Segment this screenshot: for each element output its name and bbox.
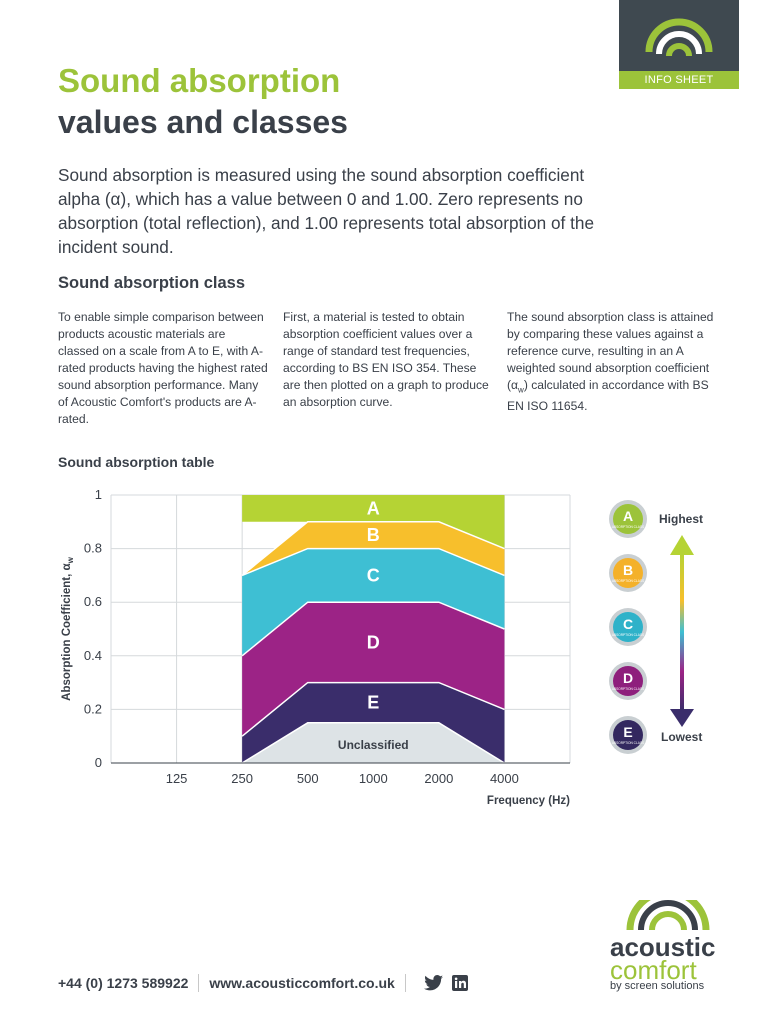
twitter-icon[interactable] — [423, 975, 444, 991]
band-label-d: D — [367, 632, 380, 652]
y-tick-label: 0.8 — [84, 541, 102, 556]
band-boundary — [241, 681, 505, 737]
footer-divider — [404, 974, 406, 992]
class-badge-c — [613, 612, 643, 642]
logo-wordmark-acoustic: acoustic — [610, 932, 716, 962]
footer: +44 (0) 1273 589922 www.acousticcomfort.… — [58, 974, 468, 992]
website-link[interactable]: www.acousticcomfort.co.uk — [209, 975, 395, 991]
band-label-b: B — [367, 525, 380, 545]
band-b — [242, 521, 505, 576]
x-tick-label: 4000 — [490, 771, 519, 786]
page-title: Sound absorption — [58, 62, 341, 99]
y-tick-label: 0.2 — [84, 701, 102, 716]
section-heading: Sound absorption class — [58, 274, 246, 292]
col3-text-a: The sound absorption class is attained b… — [507, 310, 714, 392]
band-d — [242, 602, 505, 737]
legend-highest-label: Highest — [659, 512, 703, 526]
band-label-a: A — [367, 498, 380, 518]
band-label-c: C — [367, 565, 380, 585]
class-badge-d — [613, 666, 643, 696]
linkedin-icon[interactable] — [451, 975, 468, 991]
band-boundary — [241, 547, 505, 577]
arrow-up-icon — [670, 535, 694, 555]
class-badge-b — [613, 558, 643, 588]
x-tick-label: 125 — [166, 771, 188, 786]
y-tick-label: 0 — [95, 755, 102, 770]
acoustic-logo-icon — [645, 18, 713, 57]
info-sheet-badge: INFO SHEET — [619, 0, 739, 89]
y-tick-label: 0.6 — [84, 594, 102, 609]
x-tick-label: 2000 — [424, 771, 453, 786]
x-axis-title: Frequency (Hz) — [487, 795, 570, 807]
page-subtitle: values and classes — [58, 104, 348, 140]
band-boundary — [241, 722, 505, 764]
band-label-e: E — [367, 693, 379, 713]
col3-text-b: ) calculated in accordance with BS EN IS… — [507, 378, 709, 414]
phone-number[interactable]: +44 (0) 1273 589922 — [58, 975, 189, 991]
logo-tagline: by screen solutions — [610, 980, 705, 992]
class-badge-caption: ABSORPTION CLASS — [612, 579, 644, 583]
class-badge-letter: D — [623, 670, 633, 686]
gradient-arrow-shaft — [680, 553, 684, 711]
band-unclassified — [242, 722, 505, 763]
class-badge-caption: ABSORPTION CLASS — [612, 525, 644, 529]
text-column-1: To enable simple comparison between prod… — [58, 310, 268, 426]
x-tick-label: 500 — [297, 771, 319, 786]
band-boundary — [241, 601, 505, 657]
x-tick-label: 250 — [231, 771, 253, 786]
class-badge-caption: ABSORPTION CLASS — [612, 633, 644, 637]
text-column-3: The sound absorption class is attained b… — [507, 309, 717, 415]
col3-subscript: w — [518, 385, 524, 395]
band-label-unclassified: Unclassified — [338, 738, 409, 752]
info-sheet-label: INFO SHEET — [619, 71, 739, 89]
class-badge-letter: C — [623, 616, 633, 632]
class-badge-caption: ABSORPTION CLASS — [612, 687, 644, 691]
table-heading: Sound absorption table — [58, 454, 215, 470]
class-badge-a — [613, 504, 643, 534]
legend-lowest-label: Lowest — [661, 730, 702, 744]
logo-wordmark-comfort: comfort — [610, 955, 697, 985]
arrow-down-icon — [670, 709, 694, 727]
y-axis-title-text: Absorption Coefficient, α — [61, 563, 73, 700]
y-axis-title: Absorption Coefficient, αw — [61, 556, 75, 700]
y-axis-title-subscript: w — [66, 556, 75, 564]
class-badge-caption: ABSORPTION CLASS — [612, 741, 644, 745]
band-boundary — [241, 521, 505, 576]
y-tick-label: 1 — [95, 487, 102, 502]
intro-paragraph: Sound absorption is measured using the s… — [58, 165, 595, 257]
absorption-chart: ABC D E Unclassified 0 0.2 0.4 0.6 0.8 1 125 250 500… — [61, 487, 571, 807]
acoustic-comfort-logo — [626, 900, 710, 931]
class-badge-letter: B — [623, 562, 633, 578]
class-badge-letter: A — [623, 508, 633, 524]
y-tick-label: 0.4 — [84, 648, 102, 663]
footer-divider — [198, 974, 200, 992]
class-badge-e — [613, 720, 643, 750]
x-tick-label: 1000 — [359, 771, 388, 786]
class-badge-letter: E — [623, 724, 632, 740]
text-column-2: First, a material is tested to obtain ab… — [283, 310, 489, 409]
